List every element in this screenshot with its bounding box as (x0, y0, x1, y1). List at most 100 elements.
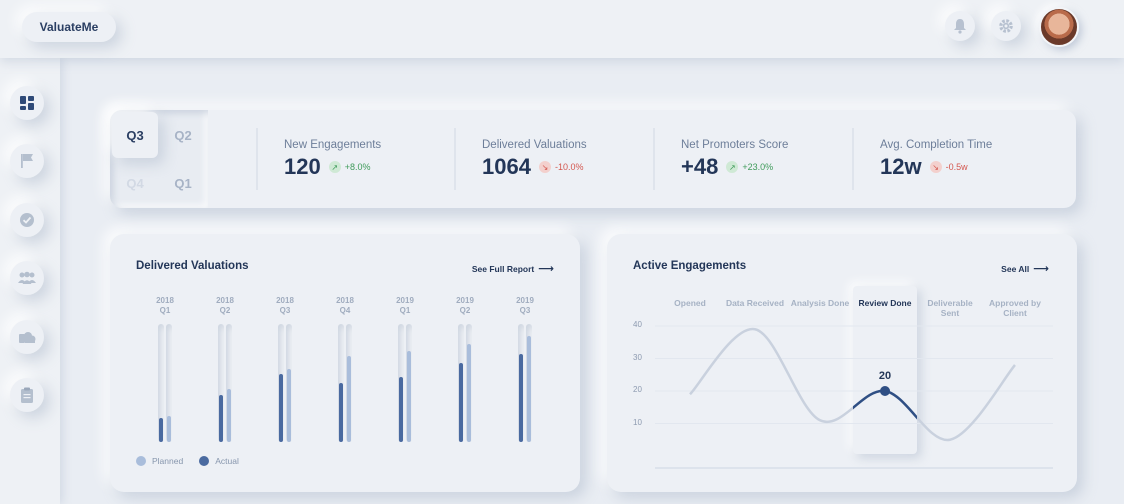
stat-new-engagements: New Engagements 120 ↗ +8.0% (256, 128, 381, 190)
bar-track (346, 324, 352, 442)
bar-planned[interactable] (407, 351, 411, 442)
bar-planned[interactable] (227, 388, 231, 442)
bar-planned[interactable] (527, 335, 531, 442)
bar-category-label: 2018 Q2 (216, 296, 234, 315)
stats-panel: Q3 Q2 Q4 Q1 New Engagements 120 ↗ +8.0% D… (110, 110, 1076, 208)
bar-track (166, 324, 172, 442)
notifications-button[interactable] (945, 11, 975, 41)
quarter-q2[interactable]: Q2 (174, 127, 192, 143)
stat-label: New Engagements (284, 139, 382, 151)
y-tick-label: 40 (633, 320, 642, 329)
cloud-icon (19, 332, 36, 343)
bar-actual[interactable] (399, 377, 403, 442)
arrow-up-icon: ↗ (726, 161, 739, 173)
bar-actual[interactable] (219, 394, 223, 442)
bar-track (218, 324, 224, 442)
stat-value: 120 (284, 154, 321, 179)
y-tick-label: 30 (633, 352, 642, 362)
bar-track (466, 324, 472, 442)
stage-label[interactable]: Analysis Done (790, 298, 850, 308)
legend-actual-swatch (199, 456, 210, 466)
bar-category-label: 2019 Q2 (456, 296, 474, 315)
check-circle-icon (20, 213, 34, 227)
bar-track (286, 324, 292, 442)
sidebar-item-reports[interactable] (10, 378, 44, 412)
stage-label[interactable]: Review Done (858, 298, 912, 308)
active-engagements-chart: 20 (655, 325, 1053, 469)
bar-category-label: 2018 Q4 (336, 296, 354, 315)
bar-track (338, 324, 344, 442)
legend-planned-label: Planned (152, 456, 184, 466)
bar-track (158, 324, 164, 442)
card-title: Active Engagements (633, 260, 747, 272)
bar-track (526, 324, 532, 442)
dashboard-icon (20, 96, 34, 110)
active-stage-highlight (853, 286, 917, 454)
bar-planned[interactable] (347, 355, 351, 442)
stage-label[interactable]: Approved by Client (989, 298, 1041, 318)
y-tick-label: 20 (633, 385, 642, 394)
bar-category-label: 2018 Q1 (156, 296, 174, 315)
gear-icon (999, 19, 1013, 33)
bar-planned[interactable] (287, 368, 291, 442)
sidebar (0, 58, 60, 504)
y-tick-label: 10 (633, 417, 642, 427)
bell-icon (954, 19, 966, 34)
active-engagements-card: Active Engagements See All ⟶ Opened Data R… (607, 234, 1077, 492)
highlight-value-label: 20 (879, 370, 891, 382)
bar-actual[interactable] (339, 383, 343, 442)
stat-avg-completion: Avg. Completion Time 12w ↘ -0.5w (852, 128, 992, 190)
legend-planned-swatch (136, 456, 146, 466)
bar-actual[interactable] (519, 353, 523, 442)
see-full-report-link[interactable]: See Full Report ⟶ (471, 263, 554, 275)
bar-category-label: 2019 Q1 (396, 296, 414, 315)
bar-track (226, 324, 232, 442)
bar-actual[interactable] (279, 373, 283, 442)
clipboard-icon (21, 387, 33, 403)
bar-track (398, 324, 404, 442)
stat-net-promoters: Net Promoters Score +48 ↗ +23.0% (653, 128, 788, 190)
arrow-right-icon: ⟶ (1033, 263, 1049, 275)
stat-change: ↗ +8.0% (328, 161, 371, 173)
bar-track (458, 324, 464, 442)
stat-value: 12w (880, 154, 922, 179)
quarter-q3[interactable]: Q3 (112, 112, 158, 158)
sidebar-item-dashboard[interactable] (10, 86, 44, 120)
stat-label: Net Promoters Score (681, 139, 789, 151)
stat-change: ↘ -0.5w (929, 161, 968, 173)
stage-label[interactable]: Deliverable Sent (927, 298, 973, 318)
arrow-right-icon: ⟶ (538, 263, 554, 275)
quarter-q1[interactable]: Q1 (174, 175, 192, 191)
stat-value: +48 (681, 154, 719, 179)
legend-actual-label: Actual (215, 456, 239, 466)
quarter-q4[interactable]: Q4 (126, 175, 144, 191)
stat-label: Avg. Completion Time (880, 139, 993, 151)
sidebar-item-cloud[interactable] (10, 320, 44, 354)
top-header: ValuateMe (0, 0, 1124, 58)
bar-actual[interactable] (459, 362, 463, 442)
brand-logo[interactable]: ValuateMe (22, 12, 116, 42)
chart-legend: Planned Actual (136, 456, 239, 466)
user-avatar[interactable] (1039, 7, 1079, 47)
arrow-up-icon: ↗ (328, 161, 341, 173)
stat-label: Delivered Valuations (482, 139, 587, 151)
delivered-valuations-card: Delivered Valuations See Full Report ⟶ 20… (110, 234, 580, 492)
sidebar-item-tasks[interactable] (10, 203, 44, 237)
bar-planned[interactable] (467, 344, 471, 442)
bar-category-label: 2019 Q3 (516, 296, 534, 315)
see-all-link[interactable]: See All ⟶ (1001, 263, 1049, 275)
arrow-down-icon: ↘ (929, 161, 942, 173)
sidebar-item-team[interactable] (10, 261, 44, 295)
stat-delivered-valuations: Delivered Valuations 1064 ↘ -10.0% (454, 128, 587, 190)
stage-label[interactable]: Data Received (725, 298, 785, 308)
team-icon (18, 271, 36, 284)
settings-button[interactable] (991, 11, 1021, 41)
bar-planned[interactable] (167, 416, 171, 442)
highlight-point (880, 386, 890, 396)
sidebar-item-flag[interactable] (10, 144, 44, 178)
bar-actual[interactable] (159, 418, 163, 442)
bar-track (278, 324, 284, 442)
engagement-curve (689, 327, 1016, 442)
arrow-down-icon: ↘ (538, 161, 551, 173)
stage-label[interactable]: Opened (674, 298, 706, 308)
